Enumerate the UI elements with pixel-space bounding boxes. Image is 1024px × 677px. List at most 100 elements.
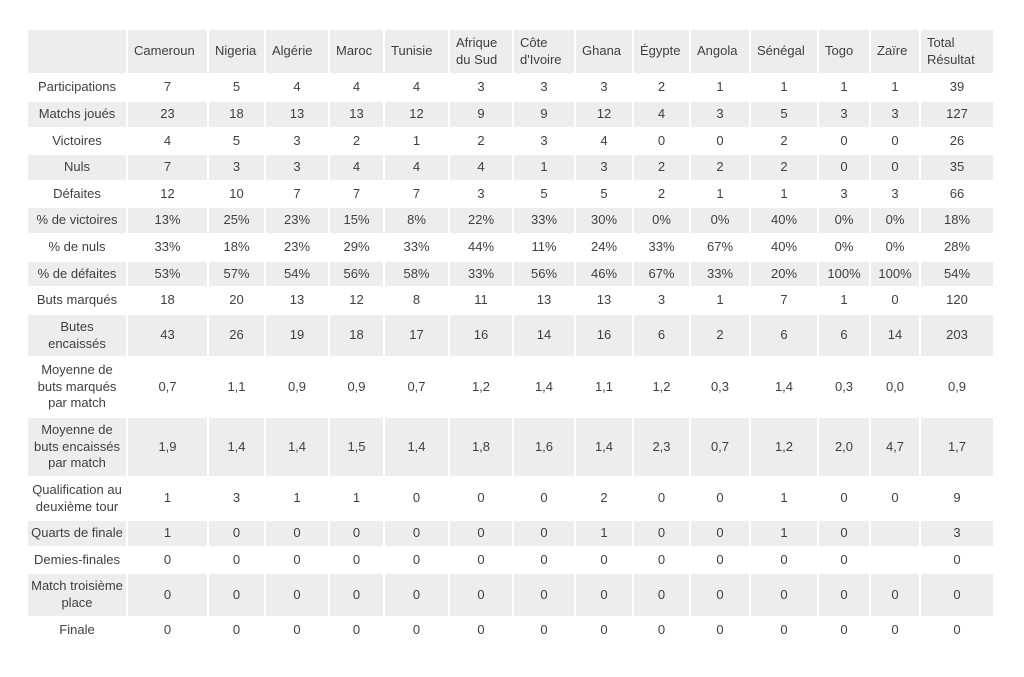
row-label: Défaites: [28, 181, 126, 207]
table-cell: 0: [921, 574, 993, 616]
table-cell: 54%: [266, 261, 328, 287]
table-cell: 1,4: [266, 418, 328, 476]
table-cell: 1: [330, 477, 383, 520]
table-cell: 0: [921, 547, 993, 573]
table-cell: 1,5: [330, 418, 383, 476]
table-cell: 43: [128, 314, 207, 357]
corner-header-cell: [28, 30, 126, 74]
column-header: Tunisie: [385, 30, 448, 74]
table-cell: 0%: [819, 208, 869, 233]
table-row: Qualification au deuxième tour 1 3 1 1 0 0 0 2 0 0…: [28, 477, 993, 520]
table-cell: 13: [330, 101, 383, 127]
table-cell: 4: [576, 128, 632, 154]
table-cell: 2: [450, 128, 512, 154]
table-cell: 24%: [576, 235, 632, 260]
table-cell: 1: [819, 288, 869, 313]
table-cell: 67%: [691, 235, 749, 260]
table-cell: 0%: [634, 208, 689, 233]
table-cell: 58%: [385, 261, 448, 287]
table-cell: 0: [266, 521, 328, 546]
table-row: Match troisième place 0 0 0 0 0 0 0 0 0 0 0 0 0 0: [28, 574, 993, 616]
table-cell: 26: [209, 314, 264, 357]
table-cell: 0: [128, 617, 207, 643]
table-cell: 1,4: [576, 418, 632, 476]
table-row: Moyenne de buts encaissés par match 1,9 1,…: [28, 418, 993, 476]
table-cell: 0: [209, 574, 264, 616]
table-cell: 13: [266, 288, 328, 313]
table-cell: 1,8: [450, 418, 512, 476]
table-cell: 1: [691, 288, 749, 313]
column-header: Afrique du Sud: [450, 30, 512, 74]
table-cell: 0,3: [819, 358, 869, 416]
table-row: Buts marqués 18 20 13 12 8 11 13 13 3 1 7 1 0 120: [28, 288, 993, 313]
column-header: Maroc: [330, 30, 383, 74]
table-cell: 7: [128, 155, 207, 180]
row-label: Qualification au deuxième tour: [28, 477, 126, 520]
table-row: Victoires 4 5 3 2 1 2 3 4 0 0 2 0 0 26: [28, 128, 993, 154]
table-cell: 39: [921, 75, 993, 100]
column-header: Nigeria: [209, 30, 264, 74]
table-cell: 0: [871, 128, 919, 154]
table-cell: 1,1: [209, 358, 264, 416]
table-cell: 3: [514, 75, 574, 100]
table-row: Défaites 12 10 7 7 7 3 5 5 2 1 1 3 3 66: [28, 181, 993, 207]
table-cell: 3: [576, 75, 632, 100]
row-label: Butes encaissés: [28, 314, 126, 357]
table-row: Participations 7 5 4 4 4 3 3 3 2 1 1 1 1 39: [28, 75, 993, 100]
table-cell: 0,9: [266, 358, 328, 416]
table-body: Participations 7 5 4 4 4 3 3 3 2 1 1 1 1 39 Matchs joué…: [28, 75, 993, 643]
table-cell: 3: [514, 128, 574, 154]
table-cell: 57%: [209, 261, 264, 287]
table-cell: 0,0: [871, 358, 919, 416]
table-cell: 0: [128, 547, 207, 573]
table-cell: 20%: [751, 261, 817, 287]
table-cell: 40%: [751, 208, 817, 233]
table-cell: 1: [819, 75, 869, 100]
table-cell: 1: [266, 477, 328, 520]
table-cell: 4,7: [871, 418, 919, 476]
table-cell: 1: [751, 75, 817, 100]
table-cell: 54%: [921, 261, 993, 287]
table-cell: [871, 547, 919, 573]
table-cell: 1,7: [921, 418, 993, 476]
table-cell: 13: [514, 288, 574, 313]
table-cell: 2: [634, 155, 689, 180]
table-cell: 2: [751, 155, 817, 180]
table-cell: 18: [330, 314, 383, 357]
table-cell: 1: [576, 521, 632, 546]
table-cell: 0: [330, 547, 383, 573]
table-cell: 1: [751, 477, 817, 520]
table-cell: 23%: [266, 235, 328, 260]
table-cell: 12: [385, 101, 448, 127]
table-cell: 2: [634, 181, 689, 207]
table-cell: 0%: [819, 235, 869, 260]
table-cell: 0: [819, 574, 869, 616]
table-cell: 0: [871, 155, 919, 180]
table-cell: 1,2: [751, 418, 817, 476]
table-cell: 33%: [514, 208, 574, 233]
table-cell: 40%: [751, 235, 817, 260]
table-cell: 0: [266, 617, 328, 643]
row-label: Match troisième place: [28, 574, 126, 616]
row-label: Buts marqués: [28, 288, 126, 313]
table-cell: 0: [921, 617, 993, 643]
table-cell: 7: [751, 288, 817, 313]
table-cell: 4: [385, 155, 448, 180]
table-cell: 100%: [871, 261, 919, 287]
table-cell: 0: [751, 574, 817, 616]
table-cell: 127: [921, 101, 993, 127]
table-cell: 0,7: [128, 358, 207, 416]
table-cell: 6: [819, 314, 869, 357]
table-cell: 4: [385, 75, 448, 100]
table-cell: 0: [751, 617, 817, 643]
table-cell: 3: [450, 75, 512, 100]
table-cell: 3: [634, 288, 689, 313]
row-label: % de victoires: [28, 208, 126, 233]
table-cell: 9: [921, 477, 993, 520]
table-cell: 12: [330, 288, 383, 313]
table-cell: 1,2: [450, 358, 512, 416]
table-cell: 0: [514, 617, 574, 643]
table-cell: 5: [209, 75, 264, 100]
table-row: % de nuls 33% 18% 23% 29% 33% 44% 11% 24% 33% 67% 4…: [28, 235, 993, 260]
table-cell: 5: [209, 128, 264, 154]
